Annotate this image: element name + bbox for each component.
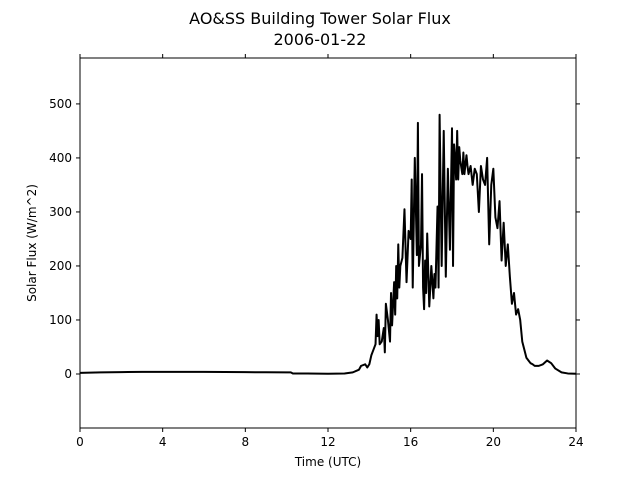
- y-tick-label: 400: [49, 151, 72, 165]
- x-axis-label: Time (UTC): [294, 455, 361, 469]
- chart-title: AO&SS Building Tower Solar Flux: [189, 9, 451, 28]
- x-tick-label: 4: [159, 435, 167, 449]
- x-tick-label: 0: [76, 435, 84, 449]
- y-tick-label: 0: [64, 367, 72, 381]
- series-line-0: [79, 113, 577, 375]
- y-axis-ticks: 0 100 200 300 400 500: [49, 97, 580, 381]
- plot-line-group: [79, 113, 577, 375]
- x-axis-ticks: 0 4 8 12 16 20 24: [76, 54, 584, 449]
- x-tick-label: 8: [242, 435, 250, 449]
- x-tick-label: 12: [320, 435, 335, 449]
- chart-subtitle: 2006-01-22: [274, 30, 367, 49]
- y-tick-label: 100: [49, 313, 72, 327]
- y-tick-label: 300: [49, 205, 72, 219]
- y-tick-label: 200: [49, 259, 72, 273]
- y-axis-label: Solar Flux (W/m^2): [25, 184, 39, 302]
- x-tick-label: 16: [403, 435, 418, 449]
- x-tick-label: 20: [486, 435, 501, 449]
- x-tick-label: 24: [568, 435, 583, 449]
- y-tick-label: 500: [49, 97, 72, 111]
